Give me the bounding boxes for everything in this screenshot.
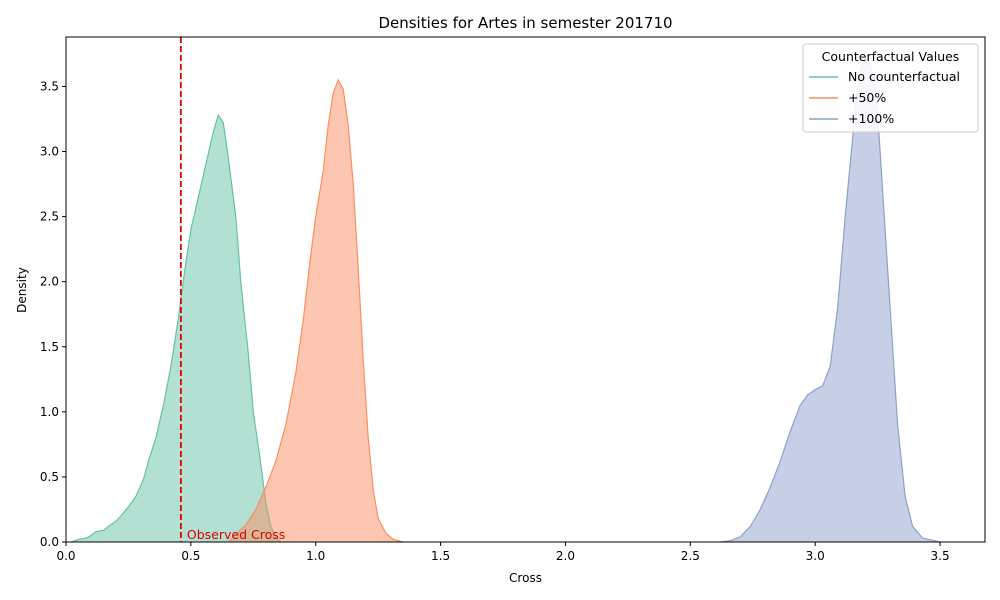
plot-frame <box>65 36 986 543</box>
density-line-1 <box>227 78 404 543</box>
x-tick-label: 1.5 <box>431 549 450 563</box>
y-tick-label: 1.5 <box>40 340 59 354</box>
density-area-2 <box>720 57 940 543</box>
x-tick-label: 0.0 <box>56 549 75 563</box>
x-axis-ticks: 0.0 0.5 1.0 1.5 2.0 2.5 3.0 3.5 <box>56 542 950 563</box>
y-tick-label: 1.0 <box>40 405 59 419</box>
legend-label: +50% <box>848 90 886 105</box>
x-axis-label: Cross <box>509 571 542 585</box>
y-tick-label: 0.5 <box>40 470 59 484</box>
x-tick-label: 3.5 <box>931 549 950 563</box>
y-axis-label: Density <box>15 267 29 313</box>
y-tick-label: 0.0 <box>40 535 59 549</box>
y-tick-label: 3.0 <box>40 145 59 159</box>
legend-box <box>802 43 979 133</box>
density-area-1 <box>228 80 404 542</box>
x-tick-label: 2.0 <box>556 549 575 563</box>
legend-title: Counterfactual Values <box>822 49 960 64</box>
x-tick-label: 0.5 <box>181 549 200 563</box>
density-area-0 <box>71 115 281 542</box>
legend-entries: No counterfactual +50% +100% <box>809 69 960 126</box>
series-layer <box>70 56 941 543</box>
x-tick-label: 3.0 <box>806 549 825 563</box>
density-line-0 <box>70 113 282 543</box>
chart-title: Densities for Artes in semester 201710 <box>378 14 672 32</box>
observed-layer: Observed Cross <box>179 37 285 542</box>
y-tick-label: 2.0 <box>40 275 59 289</box>
density-line-2 <box>720 56 941 543</box>
x-tick-label: 1.0 <box>306 549 325 563</box>
y-tick-label: 3.5 <box>40 79 59 93</box>
observed-label: Observed Cross <box>187 527 285 542</box>
legend: Counterfactual Values No counterfactual +… <box>802 43 979 133</box>
legend-label: No counterfactual <box>848 69 960 84</box>
x-tick-label: 2.5 <box>681 549 700 563</box>
y-tick-label: 2.5 <box>40 210 59 224</box>
legend-label: +100% <box>848 111 894 126</box>
y-axis-ticks: 0.0 0.5 1.0 1.5 2.0 2.5 3.0 3.5 <box>40 79 66 549</box>
